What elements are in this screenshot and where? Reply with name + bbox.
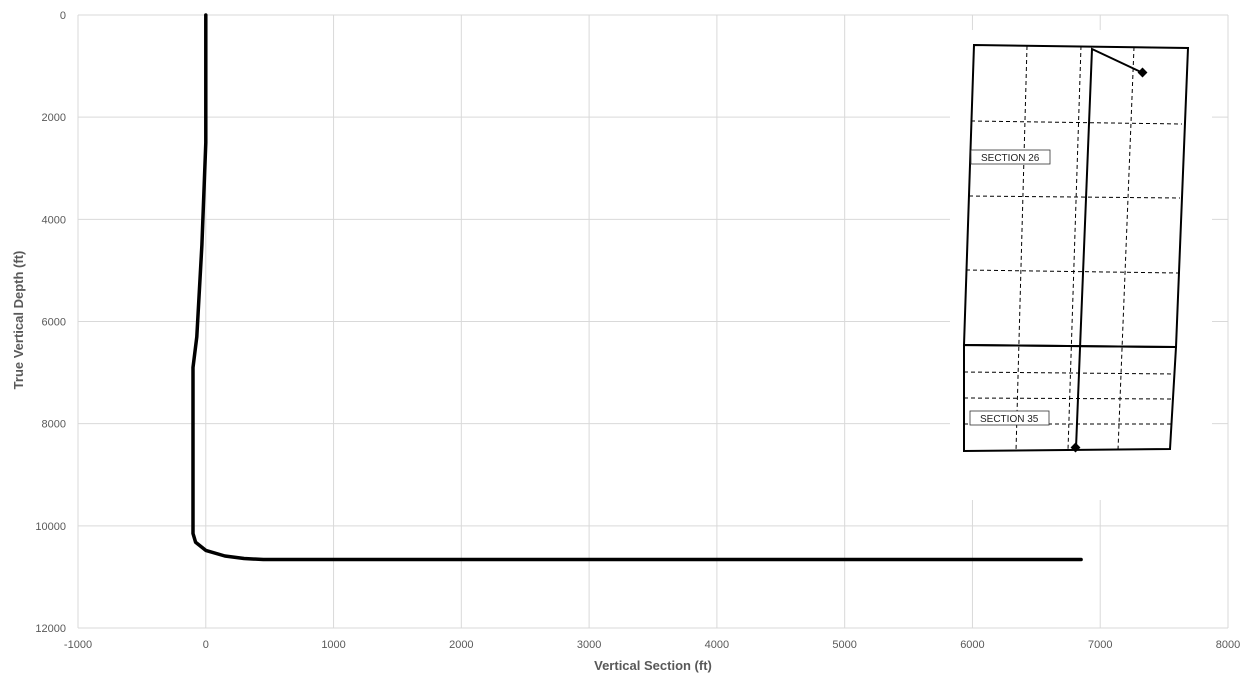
x-tick-label: 2000 xyxy=(449,639,473,651)
section-26-label: SECTION 26 xyxy=(981,153,1040,164)
y-axis-title: True Vertical Depth (ft) xyxy=(11,251,26,390)
y-axis-ticks: 0 2000 4000 6000 8000 10000 12000 xyxy=(35,10,66,635)
well-path-series xyxy=(191,13,1083,562)
section-35-boundary xyxy=(963,343,1178,453)
section-grid-line xyxy=(963,371,1176,375)
y-tick-label: 12000 xyxy=(35,623,66,635)
well-path-line xyxy=(191,13,1083,562)
section-grid-line xyxy=(1117,46,1135,451)
x-tick-label: 3000 xyxy=(577,639,601,651)
x-tick-label: 6000 xyxy=(960,639,984,651)
inset-background xyxy=(950,30,1212,500)
section-grid-line xyxy=(965,269,1179,274)
inset-section-map: SECTION 26 SECTION 35 xyxy=(950,30,1212,500)
x-tick-label: 8000 xyxy=(1216,639,1240,651)
section-grid-line xyxy=(963,397,1175,400)
y-tick-label: 2000 xyxy=(42,112,66,124)
section-35-label: SECTION 35 xyxy=(980,414,1039,425)
x-tick-label: 0 xyxy=(203,639,209,651)
section-grid-line xyxy=(1015,45,1028,452)
section-grid-line xyxy=(968,195,1181,199)
section-grid-line xyxy=(970,120,1183,125)
x-tick-label: 7000 xyxy=(1088,639,1112,651)
bottom-hole-marker xyxy=(1070,442,1081,453)
section-26-label-box xyxy=(970,149,1051,165)
y-tick-label: 8000 xyxy=(42,419,66,431)
x-tick-label: 1000 xyxy=(321,639,345,651)
y-tick-label: 0 xyxy=(60,10,66,22)
x-axis-ticks: -1000 0 1000 2000 3000 4000 5000 6000 7000 8000 xyxy=(64,639,1240,651)
y-tick-label: 10000 xyxy=(35,521,66,533)
plan-view-well-path xyxy=(1075,47,1144,449)
x-axis-title: Vertical Section (ft) xyxy=(594,658,712,673)
section-grid-line xyxy=(1067,45,1082,451)
x-tick-label: -1000 xyxy=(64,639,92,651)
section-35-label-box xyxy=(969,410,1050,426)
surface-location-marker xyxy=(1137,67,1148,78)
y-tick-label: 4000 xyxy=(42,214,66,226)
y-tick-label: 6000 xyxy=(42,317,66,329)
x-tick-label: 5000 xyxy=(832,639,856,651)
x-tick-label: 4000 xyxy=(705,639,729,651)
